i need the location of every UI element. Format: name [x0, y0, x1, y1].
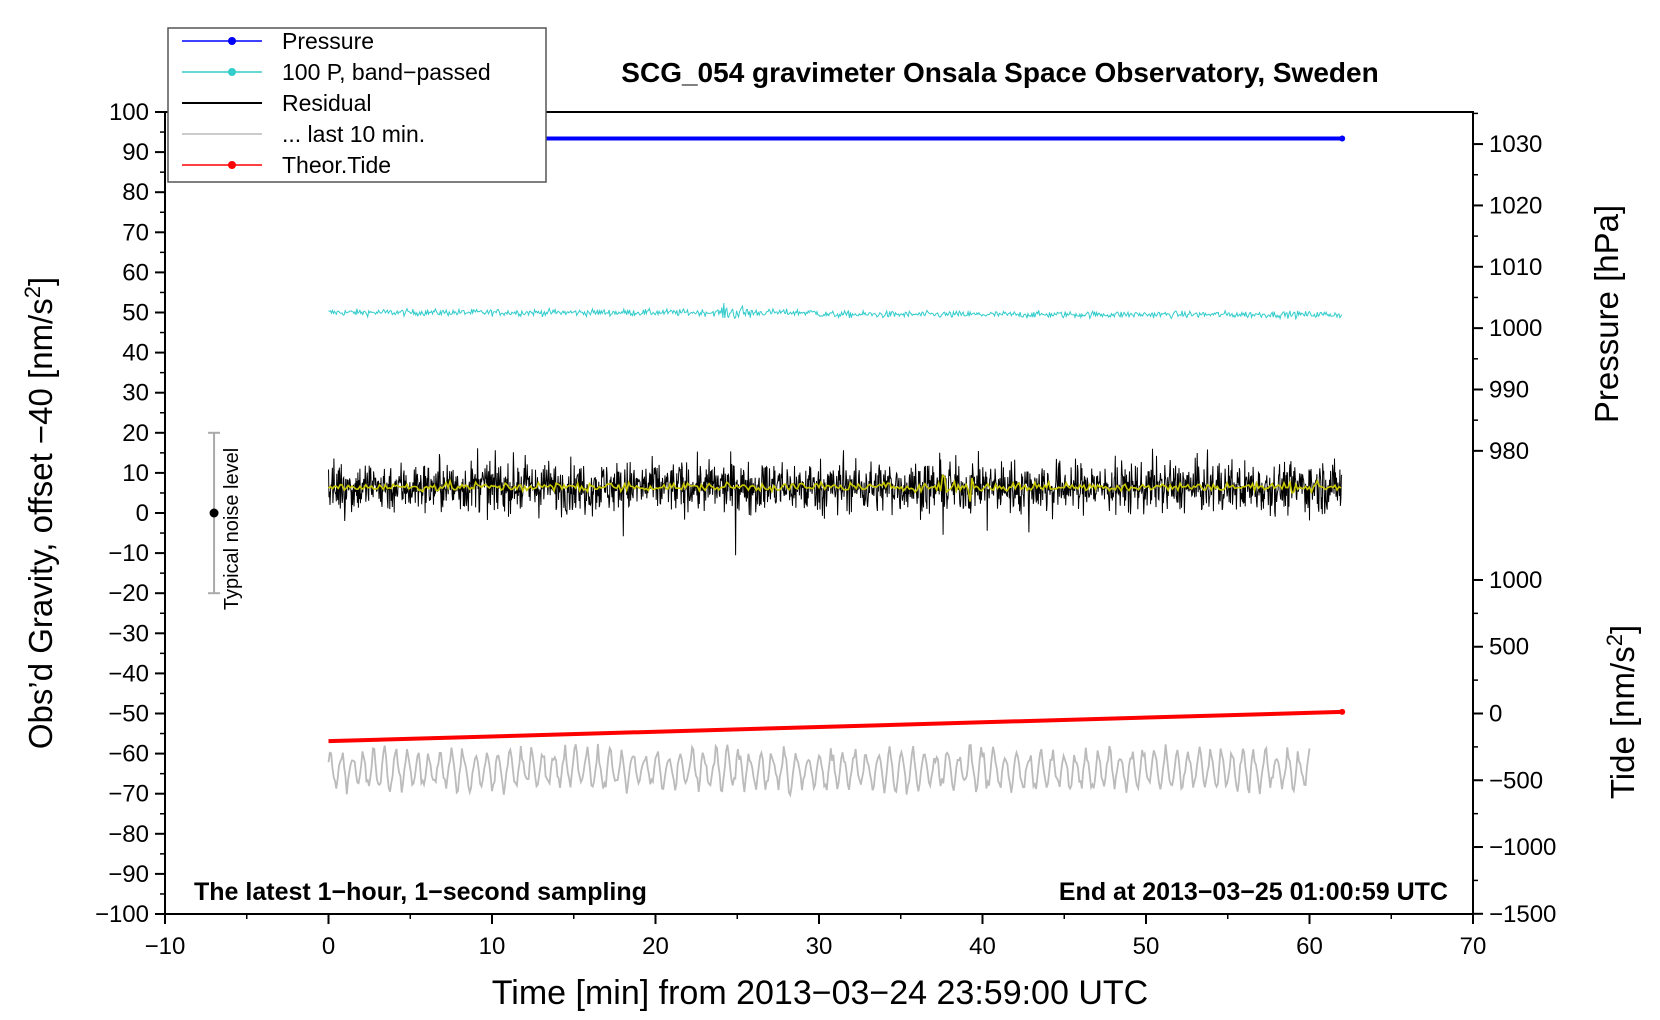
series-bandpassed-line — [328, 302, 1343, 321]
y-tick-label: 90 — [122, 139, 149, 166]
x-tick-label: 0 — [322, 933, 335, 960]
chart-title: SCG_054 gravimeter Onsala Space Observat… — [621, 57, 1378, 88]
x-tick-label: 50 — [1133, 933, 1160, 960]
y-tick-label: −30 — [108, 620, 149, 647]
legend-box — [167, 27, 547, 183]
x-axis: −10 0 10 20 30 40 50 60 70 — [145, 914, 1487, 960]
y-tick-label: 20 — [122, 420, 149, 447]
legend-label: 100 P, band−passed — [282, 59, 491, 85]
series-tide-endpoint — [1339, 708, 1346, 715]
y-axis-pressure: 1030 1020 1010 1000 990 980 — [1473, 112, 1542, 465]
y-tick-label: 70 — [122, 219, 149, 246]
y-tick-label: 50 — [122, 300, 149, 327]
legend-label: Residual — [282, 90, 372, 116]
tide-tick-label: −1500 — [1489, 901, 1556, 928]
x-tick-label: 30 — [806, 933, 833, 960]
tide-tick-label: −1000 — [1489, 834, 1556, 861]
legend-label: Pressure — [282, 28, 374, 54]
pressure-tick-label: 1010 — [1489, 254, 1542, 281]
y-tick-label: −20 — [108, 580, 149, 607]
pressure-tick-label: 1000 — [1489, 315, 1542, 342]
y-axis-tide-label-main: Tide [nm/s — [1604, 646, 1641, 799]
y-tick-label: 10 — [122, 460, 149, 487]
series-tide-line — [328, 709, 1343, 744]
y-tick-label: −100 — [95, 901, 149, 928]
y-tick-label: −10 — [108, 540, 149, 567]
y-tick-label: −70 — [108, 781, 149, 808]
y-axis-left-label-main: Obs’d Gravity, offset −40 [nm/s — [22, 298, 59, 749]
x-tick-label: 10 — [479, 933, 506, 960]
y-axis-left-label-sup: 2 — [20, 286, 45, 298]
x-tick-label: 60 — [1296, 933, 1323, 960]
annotation-bottom-left: The latest 1−hour, 1−second sampling — [194, 878, 647, 906]
y-tick-label: 100 — [109, 99, 149, 126]
y-tick-label: −40 — [108, 660, 149, 687]
y-tick-label: −80 — [108, 821, 149, 848]
pressure-tick-label: 990 — [1489, 376, 1529, 403]
legend-swatch-marker — [228, 161, 236, 169]
y-tick-label: 30 — [122, 380, 149, 407]
y-axis-tide-label-end: ] — [1604, 625, 1641, 634]
tide-tick-label: −500 — [1489, 767, 1543, 794]
x-tick-label: 70 — [1460, 933, 1487, 960]
y-axis-left-label-end: ] — [22, 277, 59, 286]
noise-bar-label: Typical noise level — [221, 448, 243, 610]
tide-tick-label: 1000 — [1489, 567, 1542, 594]
pressure-tick-label: 1030 — [1489, 131, 1542, 158]
x-tick-label: −10 — [145, 933, 186, 960]
y-axis-left: 1009080706050403020100−10−20−30−40−50−60… — [95, 99, 165, 928]
y-axis-tide-label: Tide [nm/s2] — [1602, 625, 1641, 799]
y-tick-label: 0 — [136, 500, 149, 527]
annotation-bottom-right: End at 2013−03−25 01:00:59 UTC — [1059, 878, 1448, 906]
y-tick-label: −60 — [108, 741, 149, 768]
x-tick-label: 40 — [969, 933, 996, 960]
y-tick-label: 80 — [122, 179, 149, 206]
series-residual-smoothed-line — [327, 473, 1342, 502]
pressure-tick-label: 1020 — [1489, 192, 1542, 219]
legend-label: Theor.Tide — [282, 152, 391, 178]
series-pressure-endpoint — [1339, 135, 1346, 142]
legend-label: ... last 10 min. — [282, 121, 425, 147]
series-residual-line — [328, 448, 1343, 556]
y-axis-tide: 1000 500 0 −500 −1000 −1500 — [1473, 567, 1556, 928]
legend-swatch-marker — [228, 68, 236, 76]
legend-swatch-marker — [228, 37, 236, 45]
y-axis-left-label: Obs’d Gravity, offset −40 [nm/s2] — [20, 277, 59, 749]
y-tick-label: 40 — [122, 340, 149, 367]
pressure-tick-label: 980 — [1489, 438, 1529, 465]
noise-bar-center-dot — [209, 508, 219, 518]
x-tick-label: 20 — [642, 933, 669, 960]
y-tick-label: 60 — [122, 259, 149, 286]
y-tick-label: −90 — [108, 861, 149, 888]
y-tick-label: −50 — [108, 701, 149, 728]
noise-bar — [208, 431, 221, 595]
x-axis-label: Time [min] from 2013−03−24 23:59:00 UTC — [492, 974, 1148, 1012]
legend: Pressure 100 P, band−passed Residual ... la… — [167, 27, 547, 183]
y-axis-tide-label-sup: 2 — [1602, 634, 1627, 646]
y-axis-pressure-label: Pressure [hPa] — [1588, 205, 1625, 423]
series-last10min-line — [327, 743, 1311, 798]
tide-tick-label: 500 — [1489, 634, 1529, 661]
tide-tick-label: 0 — [1489, 701, 1502, 728]
